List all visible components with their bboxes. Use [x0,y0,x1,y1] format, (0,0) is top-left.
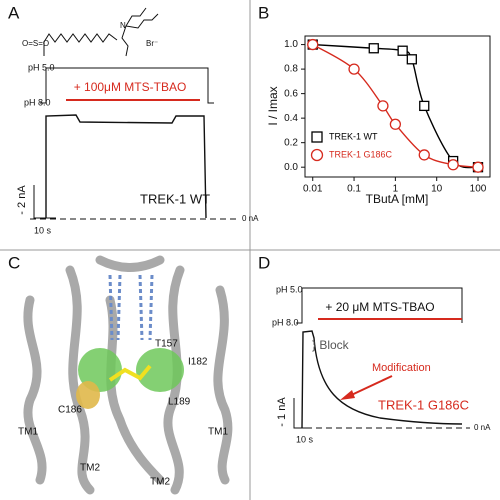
helix [163,265,185,495]
construct-label: TREK-1 G186C [378,397,469,412]
marker [307,38,319,51]
marker [418,149,430,161]
current-trace [301,330,463,429]
construct-label: TREK-1 WT [140,191,210,206]
selectivity-filter [76,274,184,409]
ligand [108,364,152,382]
scale-time: 10 s [34,225,52,235]
arrowhead [340,390,355,400]
treatment-label: + 100μM MTS-TBAO [74,80,187,94]
marker [368,43,379,54]
x-tick-label: 100 [470,184,487,195]
scale-current: - 1 nA [276,397,288,427]
legend-label: TREK-1 G186C [329,149,393,159]
current-trace [45,114,207,219]
x-tick-label: 1 [393,184,399,195]
ph-label: pH 8.0 [24,97,51,107]
y-tick-label: 0.0 [284,162,298,173]
helix-label: TM2 [80,463,100,474]
marker [447,159,459,171]
y-tick-label: 1.0 [284,39,298,50]
panel-label: A [8,3,20,22]
x-tick-label: 0.01 [303,184,323,195]
molecule-atom: N [120,21,126,30]
helix-label: TM1 [18,427,38,438]
ph-protocol [40,67,214,104]
marker [419,100,430,112]
protein-ribbons [23,255,233,495]
molecule-group: O=S=O [22,39,49,48]
treatment-bar [66,99,200,101]
helix-label: TM1 [208,427,228,438]
y-axis-label: I / Imax [266,86,280,125]
marker [397,45,408,56]
legend-marker [311,131,323,143]
helix-label: TM2 [150,477,170,488]
treatment-bar [318,318,462,320]
marker [389,118,402,130]
panel-label: D [258,253,270,272]
y-tick-label: 0.6 [284,88,298,99]
plot-frame [304,35,491,178]
panel-label: B [258,3,269,22]
ph-label: pH 8.0 [272,317,299,327]
ph-protocol [296,287,463,324]
marker [377,100,389,112]
marker [406,54,417,65]
helix [65,265,95,495]
helix [213,285,233,485]
x-tick-label: 10 [431,184,443,195]
residue-label: C186 [58,405,82,416]
molecule-bonds [43,7,159,57]
ph-label: pH 5.0 [28,62,55,72]
y-tick-label: 0.4 [284,113,298,124]
residue-surface [136,348,184,392]
treatment-label: + 20 μM MTS-TBAO [325,300,434,314]
ph-label: pH 5.0 [276,284,303,294]
panel-label: C [8,253,20,272]
y-tick-label: 0.2 [284,137,298,148]
modification-label: Modification [372,362,431,374]
legend-marker [310,148,324,162]
legend-label: TREK-1 WT [329,131,378,141]
residue-surface [76,381,100,409]
marker [472,161,484,173]
zero-label: 0 nA [242,214,259,223]
y-tick-label: 0.8 [284,64,298,75]
residue-label: T157 [155,339,178,350]
x-axis-label: TButA [mM] [366,192,429,206]
scale-bar [33,185,56,219]
block-label: } Block [312,338,350,352]
scale-time: 10 s [296,434,314,444]
residue-label: I182 [188,357,208,368]
helix [23,295,47,485]
scale-current: - 2 nA [16,185,28,215]
residue-label: L189 [168,397,191,408]
marker [348,63,360,75]
molecule-ion: Br⁻ [146,39,158,48]
loop [95,255,165,272]
scale-bar [293,398,312,429]
zero-label: 0 nA [474,423,491,432]
x-tick-label: 0.1 [347,184,361,195]
